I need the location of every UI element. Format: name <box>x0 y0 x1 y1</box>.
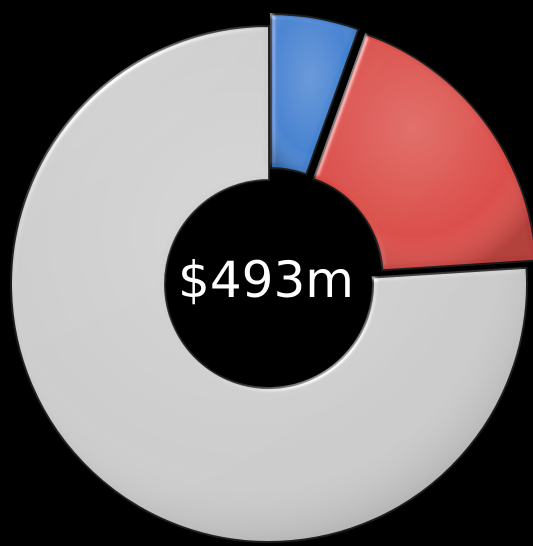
donut-slice-1 <box>270 13 360 176</box>
donut-slice-2-gloss <box>313 34 533 271</box>
donut-slice-2 <box>312 32 533 272</box>
donut-slice-3-gloss <box>11 26 527 542</box>
donut-slice-1-gloss <box>271 14 359 175</box>
donut-slices <box>10 13 533 543</box>
donut-slice-3 <box>10 24 528 543</box>
